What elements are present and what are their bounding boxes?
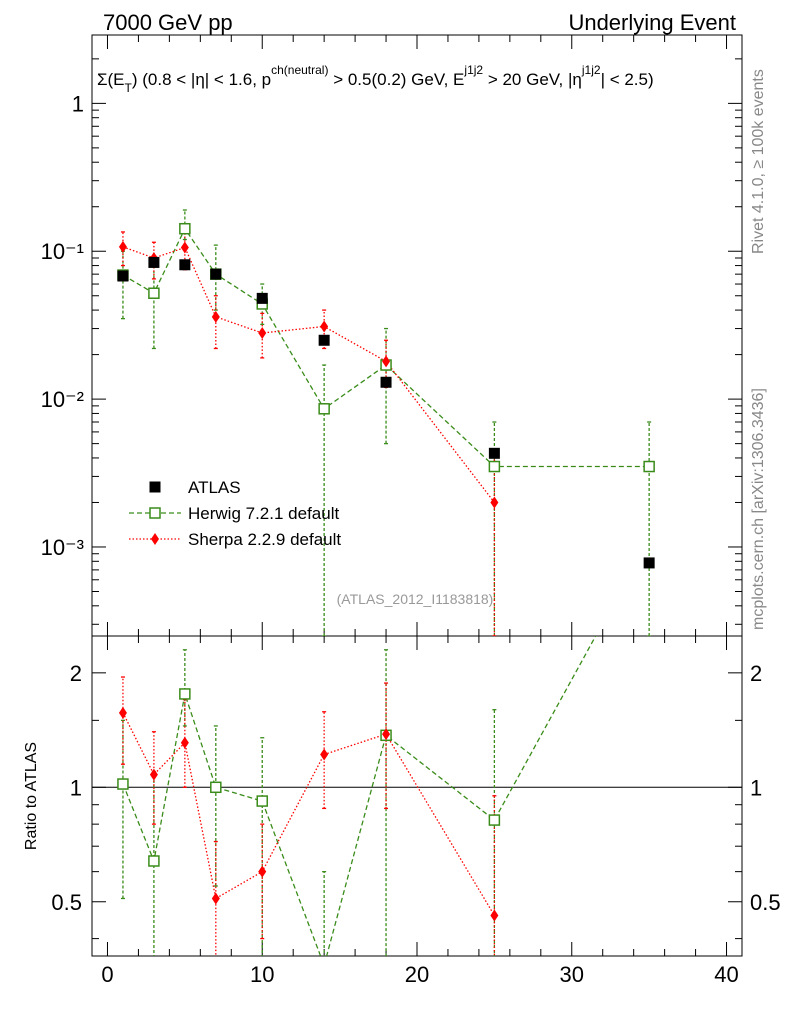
ratio-ytick-label-right: 2 — [750, 661, 762, 686]
title-part4: | < 2.5) — [601, 70, 654, 89]
ratio-sherpa-point — [490, 909, 499, 922]
herwig-point — [643, 460, 655, 473]
atlas-point — [488, 447, 500, 459]
legend: ATLAS Herwig 7.2.1 default Sherpa 2.2.9 de… — [129, 478, 341, 549]
sherpa-point — [490, 496, 499, 509]
herwig-point — [179, 222, 191, 235]
legend-label: ATLAS — [188, 478, 241, 497]
ratio-herwig-line — [122, 636, 597, 956]
ratio-panel-frame — [91, 635, 743, 957]
ratio-sherpa-point — [211, 892, 220, 905]
ratio-herwig-point — [256, 795, 268, 807]
sherpa-point — [382, 355, 391, 368]
ratio-series — [117, 636, 597, 970]
ratio-herwig-point — [148, 855, 160, 867]
main-ytick-label: 10⁻² — [41, 387, 84, 412]
header-right: Underlying Event — [568, 10, 736, 35]
main-ytick-label: 1 — [72, 91, 84, 116]
ratio-sherpa-point — [382, 728, 391, 741]
ratio-ytick-label-right: 0.5 — [750, 890, 781, 915]
title-part1: ) (0.8 < |η| < 1.6, p — [132, 70, 271, 89]
title-sup-j1j2b: j1j2 — [581, 63, 601, 77]
ratio-ylabel: Ratio to ATLAS — [23, 742, 40, 850]
ratio-sherpa-point — [320, 748, 329, 761]
legend-label: Sherpa 2.2.9 default — [188, 530, 341, 549]
title-sub-t: T — [125, 81, 133, 95]
ratio-xtick-label: 0 — [101, 962, 113, 987]
sherpa-point — [180, 241, 189, 254]
main-ytick-label: 10⁻¹ — [41, 239, 84, 264]
ratio-herwig-point — [210, 781, 222, 794]
rivet-label: Rivet 4.1.0, ≥ 100k events — [750, 69, 767, 254]
title-sigma: Σ(E — [97, 70, 125, 89]
plot-title: Σ(ET) (0.8 < |η| < 1.6, pch(neutral) > 0… — [97, 63, 654, 95]
atlas-point — [380, 376, 392, 388]
sherpa-point — [211, 310, 220, 323]
atlas-point — [179, 259, 191, 271]
ratio-ytick-label: 2 — [70, 661, 82, 686]
sherpa-point — [258, 326, 267, 339]
ratio-sherpa-line — [122, 712, 495, 916]
main-ytick-label: 10⁻³ — [41, 535, 84, 560]
ratio-sherpa-point — [180, 736, 189, 749]
ratio-herwig-point — [319, 960, 329, 970]
sherpa-line — [122, 246, 495, 503]
atlas-point — [256, 292, 268, 304]
sherpa-point — [320, 320, 329, 333]
legend-label: Herwig 7.2.1 default — [188, 504, 339, 523]
main-ticks: 10⁻³ 10⁻² 10⁻¹ 1 — [41, 35, 742, 636]
atlas-point — [318, 334, 330, 346]
analysis-watermark: (ATLAS_2012_I1183818) — [337, 591, 494, 607]
herwig-point — [318, 403, 330, 415]
herwig-point — [488, 460, 501, 473]
ratio-xtick-label: 10 — [250, 962, 274, 987]
mcplots-label: mcplots.cern.ch [arXiv:1306.3436] — [750, 388, 767, 630]
title-part2: > 0.5(0.2) GeV, E — [328, 70, 464, 89]
ratio-ticks: 0.5 0.51 12 20 10 20 30 40 — [51, 636, 781, 987]
ratio-herwig-point — [488, 814, 501, 826]
title-sup-j1j2: j1j2 — [463, 63, 483, 77]
legend-sherpa-marker — [151, 533, 159, 545]
ratio-sherpa-point — [258, 865, 267, 878]
ratio-sherpa-point — [118, 706, 127, 719]
atlas-point — [148, 256, 160, 268]
ratio-ytick-label: 0.5 — [51, 890, 82, 915]
main-series — [117, 209, 655, 636]
ratio-xtick-label: 20 — [405, 962, 429, 987]
ratio-xtick-label: 30 — [560, 962, 584, 987]
ratio-herwig-point — [179, 688, 191, 700]
atlas-point — [210, 268, 222, 280]
ratio-sherpa-point — [149, 768, 158, 781]
header-left: 7000 GeV pp — [103, 10, 233, 35]
title-sup-ch: ch(neutral) — [271, 63, 328, 77]
ratio-herwig-point — [117, 778, 129, 790]
title-part3: > 20 GeV, |η — [483, 70, 582, 89]
herwig-point — [148, 287, 160, 299]
sherpa-point — [118, 240, 127, 253]
ratio-ytick-label-right: 1 — [750, 775, 762, 800]
legend-atlas-marker — [149, 481, 161, 493]
legend-herwig-marker — [149, 507, 161, 519]
atlas-point — [117, 270, 129, 282]
atlas-point — [643, 557, 655, 569]
ratio-ytick-label: 1 — [70, 775, 82, 800]
ratio-xtick-label: 40 — [714, 962, 738, 987]
